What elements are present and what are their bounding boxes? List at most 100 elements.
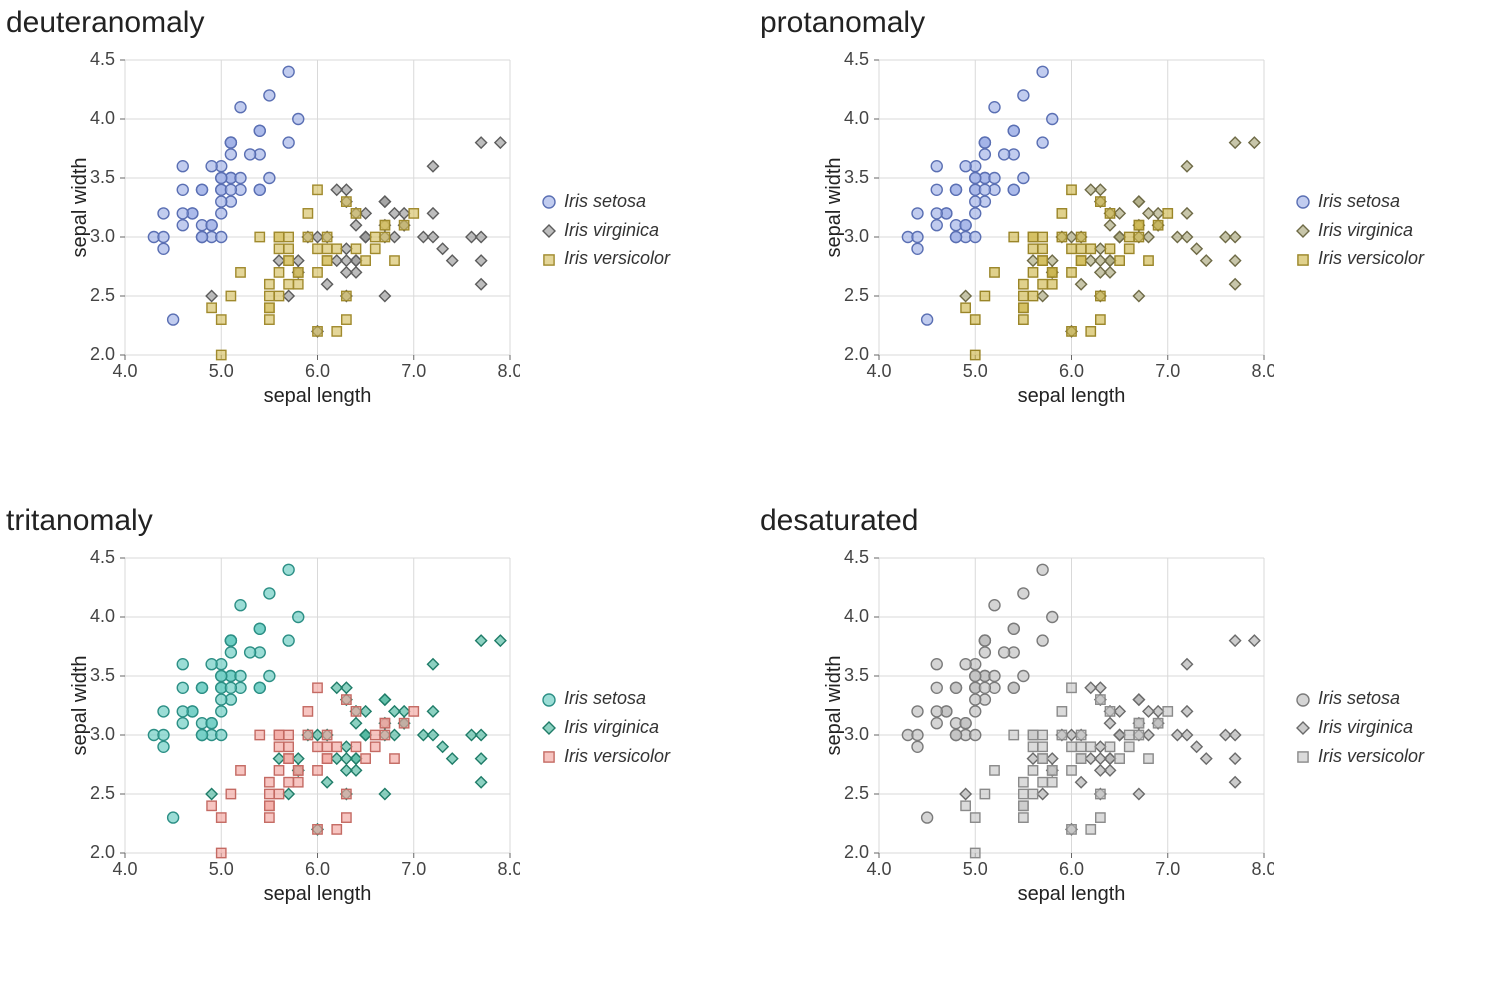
scatter-plot: 4.0 5.0 6.0 7.0 8.0 2.0 2.5 3.0 3.5 4.0 4.5 sepal l… <box>824 50 1274 410</box>
plot-area: 4.05.06.07.08.02.02.53.03.54.04.5sepal l… <box>70 50 670 410</box>
panel-protanomaly: protanomaly4.05.06.07.08.02.02.53.03.54.… <box>754 0 1508 498</box>
legend-item-setosa: Iris setosa <box>1294 187 1424 216</box>
svg-text:5.0: 5.0 <box>963 361 988 381</box>
series-versicolor <box>961 185 1172 360</box>
svg-text:3.5: 3.5 <box>844 665 869 685</box>
legend-item-virginica: Iris virginica <box>540 216 670 245</box>
series-setosa <box>148 564 303 823</box>
svg-text:4.5: 4.5 <box>844 50 869 69</box>
chart-grid: deuteranomaly 4.0 5.0 6.0 7.0 8.0 2.0 2.5 3.0 3.5… <box>0 0 1508 995</box>
svg-text:3.0: 3.0 <box>90 724 115 744</box>
square-icon <box>1294 748 1310 764</box>
legend: Iris setosaIris virginicaIris versicolor <box>540 187 670 273</box>
svg-text:4.5: 4.5 <box>844 548 869 567</box>
square-icon <box>1294 251 1310 267</box>
svg-text:2.5: 2.5 <box>90 285 115 305</box>
legend-label: Iris virginica <box>1318 216 1413 245</box>
legend: Iris setosaIris virginicaIris versicolor <box>540 684 670 770</box>
legend-label: Iris versicolor <box>1318 244 1424 273</box>
svg-text:5.0: 5.0 <box>209 859 234 879</box>
svg-text:2.0: 2.0 <box>90 842 115 862</box>
svg-text:6.0: 6.0 <box>305 361 330 381</box>
svg-text:7.0: 7.0 <box>1155 859 1180 879</box>
svg-text:7.0: 7.0 <box>1155 361 1180 381</box>
series-versicolor <box>207 185 418 360</box>
series-setosa <box>902 564 1057 823</box>
legend-label: Iris versicolor <box>1318 742 1424 771</box>
scatter-plot: 4.05.06.07.08.02.02.53.03.54.04.5sepal l… <box>70 50 520 410</box>
svg-text:5.0: 5.0 <box>963 859 988 879</box>
x-axis-label: sepal length <box>1018 883 1126 905</box>
circle-icon <box>540 193 556 209</box>
svg-text:3.5: 3.5 <box>844 167 869 187</box>
svg-text:8.0: 8.0 <box>497 859 520 879</box>
legend-label: Iris setosa <box>564 187 646 216</box>
circle-icon <box>1294 193 1310 209</box>
legend-item-versicolor: Iris versicolor <box>1294 244 1424 273</box>
series-versicolor <box>961 683 1172 858</box>
svg-text:6.0: 6.0 <box>1059 859 1084 879</box>
legend-label: Iris versicolor <box>564 742 670 771</box>
svg-text:2.0: 2.0 <box>844 344 869 364</box>
svg-text:4.0: 4.0 <box>844 606 869 626</box>
square-icon <box>540 251 556 267</box>
svg-text:8.0: 8.0 <box>1251 361 1274 381</box>
legend-label: Iris virginica <box>1318 713 1413 742</box>
plot-area: 4.05.06.07.08.02.02.53.03.54.04.5sepal l… <box>70 548 670 908</box>
legend-item-virginica: Iris virginica <box>540 713 670 742</box>
svg-text:3.0: 3.0 <box>90 226 115 246</box>
diamond-icon <box>540 222 556 238</box>
legend-item-setosa: Iris setosa <box>540 187 670 216</box>
svg-text:6.0: 6.0 <box>305 859 330 879</box>
svg-text:2.0: 2.0 <box>90 344 115 364</box>
legend-label: Iris setosa <box>1318 684 1400 713</box>
y-axis-label: sepal width <box>70 157 91 257</box>
svg-text:4.5: 4.5 <box>90 50 115 69</box>
legend-label: Iris setosa <box>1318 187 1400 216</box>
plot-area: 4.0 5.0 6.0 7.0 8.0 2.0 2.5 3.0 3.5 4.0 4.5 sepal l… <box>824 50 1424 410</box>
svg-text:4.0: 4.0 <box>844 108 869 128</box>
legend-label: Iris virginica <box>564 713 659 742</box>
circle-icon <box>1294 691 1310 707</box>
panel-title: protanomaly <box>760 6 925 40</box>
legend-item-versicolor: Iris versicolor <box>1294 742 1424 771</box>
svg-text:2.5: 2.5 <box>90 783 115 803</box>
svg-text:7.0: 7.0 <box>401 361 426 381</box>
y-axis-label: sepal width <box>824 655 845 755</box>
svg-text:6.0: 6.0 <box>1059 361 1084 381</box>
svg-text:5.0: 5.0 <box>209 361 234 381</box>
diamond-icon <box>540 719 556 735</box>
panel-title: deuteranomaly <box>6 6 204 40</box>
legend-label: Iris versicolor <box>564 244 670 273</box>
legend-item-versicolor: Iris versicolor <box>540 742 670 771</box>
series-setosa <box>148 66 303 325</box>
x-axis-label: sepal length <box>264 385 372 407</box>
diamond-icon <box>1294 222 1310 238</box>
svg-text:8.0: 8.0 <box>497 361 520 381</box>
square-icon <box>540 748 556 764</box>
series-setosa <box>902 66 1057 325</box>
svg-text:3.0: 3.0 <box>844 226 869 246</box>
legend-item-setosa: Iris setosa <box>1294 684 1424 713</box>
legend-label: Iris setosa <box>564 684 646 713</box>
svg-text:2.0: 2.0 <box>844 842 869 862</box>
svg-text:4.0: 4.0 <box>112 361 137 381</box>
svg-text:4.0: 4.0 <box>90 108 115 128</box>
svg-text:7.0: 7.0 <box>401 859 426 879</box>
panel-deuteranomaly: deuteranomaly4.05.06.07.08.02.02.53.03.5… <box>0 0 754 498</box>
svg-text:4.5: 4.5 <box>90 548 115 567</box>
y-axis-label: sepal width <box>70 655 91 755</box>
svg-text:4.0: 4.0 <box>866 859 891 879</box>
legend-item-virginica: Iris virginica <box>1294 216 1424 245</box>
scatter-plot: 4.05.06.07.08.02.02.53.03.54.04.5sepal l… <box>70 548 520 908</box>
svg-text:4.0: 4.0 <box>866 361 891 381</box>
scatter-plot: 4.05.06.07.08.02.02.53.03.54.04.5sepal l… <box>824 548 1274 908</box>
svg-text:2.5: 2.5 <box>844 783 869 803</box>
legend: Iris setosaIris virginicaIris versicolor <box>1294 187 1424 273</box>
x-axis-label: sepal length <box>264 883 372 905</box>
panel-desaturated: desaturated4.05.06.07.08.02.02.53.03.54.… <box>754 498 1508 995</box>
x-axis-label: sepal length <box>1018 385 1126 407</box>
svg-text:2.5: 2.5 <box>844 285 869 305</box>
svg-text:3.0: 3.0 <box>844 724 869 744</box>
legend-item-versicolor: Iris versicolor <box>540 244 670 273</box>
